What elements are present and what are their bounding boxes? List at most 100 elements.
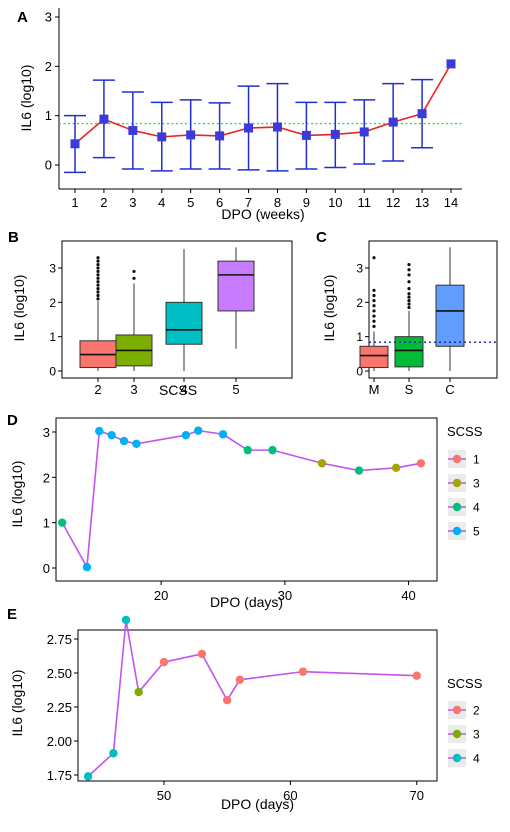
- panel-b-y-axis-title: IL6 (log10): [11, 275, 27, 342]
- panel-c-outlier: [372, 304, 376, 308]
- panel-a-x-tick-label: 9: [303, 195, 310, 210]
- panel-a-mean-point: [446, 59, 456, 69]
- panel-c-box: [359, 345, 389, 369]
- panel-a-x-tick-label: 13: [415, 195, 429, 210]
- panel-c-outlier: [372, 299, 376, 303]
- panel-e-trajectory-line: [87, 619, 417, 777]
- panel-e-point: [159, 657, 169, 667]
- panel-d-legend-label: 1: [473, 453, 480, 467]
- panel-c-y-tick-label: 3: [356, 262, 363, 276]
- panel-a-x-tick-label: 8: [274, 195, 281, 210]
- panel-b-outlier: [96, 297, 100, 301]
- panel-e-frame: [77, 629, 438, 782]
- panel-d-frame: [55, 417, 438, 582]
- panel-b-x-tick-label: 5: [232, 382, 239, 397]
- panel-a-mean-point: [157, 132, 167, 142]
- panel-c-outlier: [372, 288, 376, 292]
- panel-a-mean-point: [215, 131, 225, 141]
- panel-a-mean-point: [128, 125, 138, 135]
- panel-d-point: [95, 426, 104, 436]
- panel-a-x-tick-label: 4: [158, 195, 165, 210]
- panel-c-outlier: [372, 324, 376, 328]
- panel-a-x-tick-label: 1: [71, 195, 78, 210]
- panel-a-y-axis-title: IL6 (log10): [18, 65, 34, 132]
- panel-b-x-tick-label: 2: [94, 382, 101, 397]
- panel-a-x-tick-label: 10: [328, 195, 342, 210]
- panel-c-outlier: [372, 293, 376, 298]
- panel-e-legend-key-point: [452, 705, 462, 715]
- panel-e-point: [197, 649, 207, 659]
- panel-e-y-tick-label: 2.50: [47, 666, 72, 681]
- panel-d-y-tick-label: 1: [43, 516, 50, 531]
- panel-c-outlier: [407, 302, 411, 306]
- panel-a-mean-point: [70, 139, 80, 149]
- panel-e-legend-label: 2: [473, 704, 480, 718]
- panel-e-y-tick-label: 1.75: [47, 768, 72, 783]
- panel-b-outlier: [96, 266, 100, 270]
- panel-a-x-tick-label: 6: [216, 195, 223, 210]
- panel-b-y-tick-label: 2: [49, 296, 56, 310]
- panel-c-outlier: [407, 262, 411, 267]
- panel-a-mean-point: [244, 123, 254, 133]
- panel-d-x-tick-label: 30: [278, 588, 292, 603]
- panel-d-legend-label: 4: [473, 501, 480, 515]
- panel-a-x-tick-label: 14: [444, 195, 458, 210]
- panel-a-y-tick-label: 3: [45, 10, 52, 25]
- panel-d-x-tick-label: 20: [154, 588, 168, 603]
- panel-b-letter: B: [8, 229, 19, 246]
- panel-d-point: [354, 466, 364, 475]
- panel-c-outlier: [407, 273, 411, 277]
- panel-c-outlier: [407, 287, 411, 291]
- panel-b-x-axis-title: SCSS: [159, 382, 197, 398]
- panel-a-mean-point: [417, 109, 427, 119]
- panel-c-y-tick-label: 0: [356, 365, 363, 379]
- panel-d-point: [317, 459, 327, 468]
- panel-d-letter: D: [7, 412, 18, 429]
- panel-c-outlier: [407, 299, 411, 303]
- panel-b-y-tick-label: 1: [49, 330, 56, 344]
- panel-e-point: [121, 615, 131, 625]
- panel-e-point: [109, 749, 118, 758]
- panel-d-x-tick-label: 40: [401, 588, 415, 603]
- panel-d-point: [57, 518, 67, 527]
- panel-a-x-tick-label: 11: [357, 195, 371, 210]
- panel-b-outlier: [96, 256, 100, 260]
- panel-c-frame: [368, 240, 498, 379]
- panel-c-x-tick-label: M: [369, 382, 380, 397]
- panel-a-x-tick-label: 12: [386, 195, 400, 210]
- panel-c-outlier: [372, 309, 376, 313]
- panel-e-x-axis-title: DPO (days): [221, 796, 294, 812]
- panel-e-letter: E: [7, 606, 17, 623]
- panel-d-point: [181, 430, 191, 440]
- panel-d-y-tick-label: 2: [43, 470, 50, 485]
- panel-b-y-tick-label: 3: [49, 262, 56, 276]
- panel-b-outlier: [96, 276, 100, 280]
- panel-b-box: [165, 301, 203, 345]
- panel-a-x-tick-label: 3: [129, 195, 136, 210]
- panel-e-y-axis-title: IL6 (log10): [9, 670, 25, 737]
- panel-c-outlier: [407, 280, 411, 284]
- panel-c-y-tick-label: 2: [356, 296, 363, 310]
- panel-c-outlier: [372, 256, 376, 260]
- panel-c-outlier: [372, 314, 376, 318]
- panel-a-x-tick-label: 7: [245, 195, 252, 210]
- panel-d-x-axis-title: DPO (days): [210, 594, 283, 610]
- panel-e-legend-title: SCSS: [447, 676, 483, 691]
- panel-d-point: [218, 430, 228, 439]
- panel-d-legend-key-point: [452, 478, 462, 488]
- panel-d-point: [107, 430, 116, 440]
- panel-a-y-tick-label: 1: [45, 108, 52, 123]
- panel-c-y-tick-label: 1: [356, 330, 363, 344]
- panel-b-outlier: [96, 280, 100, 284]
- panel-b-x-tick-label: 3: [130, 382, 137, 397]
- panel-b-outlier: [96, 262, 100, 267]
- panel-e-point: [298, 667, 308, 676]
- panel-d-y-tick-label: 3: [43, 425, 50, 440]
- panel-b-x-tick-label: 4: [180, 382, 187, 397]
- panel-b-outlier: [132, 269, 136, 274]
- panel-b-outlier: [96, 273, 100, 277]
- panel-a-mean-line: [74, 63, 452, 145]
- panel-b-y-tick-label: 0: [49, 365, 56, 379]
- panel-d-legend-key-point: [452, 454, 462, 464]
- panel-e-x-tick-label: 50: [157, 788, 171, 803]
